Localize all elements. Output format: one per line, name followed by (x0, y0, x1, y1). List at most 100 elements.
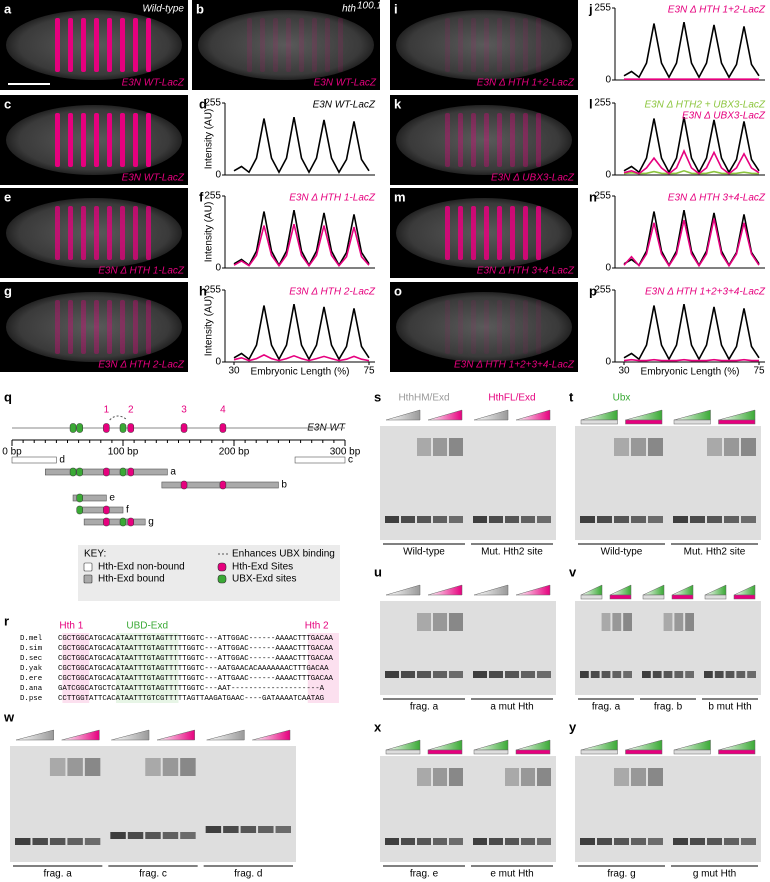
protein-header: HthFL/Exd (488, 393, 535, 404)
free-probe-band (223, 826, 239, 833)
panel-letter: m (394, 189, 406, 204)
species: D.mel (20, 635, 43, 643)
stripe (107, 300, 112, 354)
stripe (81, 206, 86, 260)
binding-site (219, 423, 227, 433)
series-label: E3N Δ HTH 1-LacZ (289, 193, 376, 204)
caption: E3N Δ UBX3-LacZ (491, 173, 575, 184)
stripe (458, 113, 463, 167)
species: D.pse (20, 695, 42, 703)
caption: E3N Δ HTH 3+4-LacZ (477, 266, 575, 277)
protein-bar (673, 419, 711, 425)
scale-label: 100 bp (108, 447, 139, 458)
stripe (445, 18, 450, 72)
protein-bar (642, 594, 665, 600)
series-label: E3N WT-LacZ (313, 100, 376, 111)
alignment-label: UBD-Exd (126, 621, 168, 632)
panel-letter: c (4, 96, 11, 111)
panel-letter: s (374, 389, 381, 404)
series-label: E3N Δ HTH 2-LacZ (289, 287, 376, 298)
shifted-band (49, 758, 66, 776)
free-probe-band (707, 516, 722, 523)
free-probe-band (707, 838, 722, 845)
free-probe-band (690, 516, 705, 523)
stripe (510, 206, 515, 260)
free-probe-band (449, 516, 463, 523)
genotype: hth (342, 4, 356, 15)
protein-bar (515, 749, 551, 755)
protein-bar (580, 419, 618, 425)
free-probe-band (417, 516, 431, 523)
scale-label: 200 bp (219, 447, 250, 458)
free-probe-band (673, 838, 688, 845)
binding-site (76, 493, 83, 503)
panel-letter: q (4, 389, 12, 404)
free-probe-band (642, 671, 651, 678)
shifted-band (180, 758, 196, 776)
free-probe-band (145, 832, 161, 839)
titration-wedge (473, 409, 509, 421)
site-number: 1 (104, 405, 110, 416)
free-probe-band (417, 671, 431, 678)
alignment-label: Hth 2 (305, 621, 329, 632)
y-tick-label: 0 (605, 75, 611, 86)
shifted-band (417, 613, 431, 631)
free-probe-band (612, 671, 622, 678)
species: D.ere (20, 675, 42, 683)
species: D.sim (20, 645, 43, 653)
gel-image (575, 756, 761, 862)
free-probe-band (648, 516, 663, 523)
protein-bar (673, 749, 711, 755)
panel-letter: f (199, 189, 204, 204)
y-tick-label: 255 (594, 191, 611, 202)
stripe (133, 18, 138, 72)
caption: E3N WT-LacZ (314, 78, 377, 89)
binding-site (127, 467, 135, 477)
free-probe-band (401, 671, 415, 678)
x-tick-label: 30 (618, 366, 630, 377)
stripe (523, 300, 528, 354)
binding-site (103, 517, 110, 527)
series-line (623, 303, 760, 361)
caption: E3N WT-LacZ (122, 173, 185, 184)
binding-site (103, 505, 110, 515)
free-probe-band (258, 826, 274, 833)
series-line (623, 21, 760, 79)
titration-wedge (609, 584, 632, 596)
stripe (484, 113, 489, 167)
protein-bar (625, 749, 663, 755)
protein-bar (609, 594, 632, 600)
alignment-label: Hth 1 (59, 621, 83, 632)
shifted-band (433, 438, 447, 456)
key-item: UBX-Exd sites (232, 574, 296, 585)
free-probe-band (741, 516, 756, 523)
gel-image (575, 601, 761, 695)
shifted-band (537, 768, 551, 786)
y-axis-label: Intensity (AU) (204, 202, 215, 263)
stripe (120, 206, 125, 260)
protein-bar (718, 419, 756, 425)
fragment-label: c (348, 455, 353, 466)
free-probe-band (690, 838, 705, 845)
site-number: 2 (128, 405, 134, 416)
ubx-highlight (115, 633, 179, 703)
embryo (396, 10, 572, 80)
shifted-band (648, 438, 663, 456)
shifted-band (84, 758, 101, 776)
free-probe-band (385, 516, 399, 523)
binding-site (103, 467, 110, 477)
stripe (484, 18, 489, 72)
titration-wedge (385, 409, 421, 421)
panel-letter: g (4, 283, 12, 298)
stripe (94, 113, 99, 167)
stripe (81, 18, 86, 72)
y-tick-label: 0 (215, 357, 221, 368)
fragment (72, 494, 107, 502)
binding-site (103, 423, 110, 433)
key-item: Hth-Exd Sites (232, 562, 293, 573)
scale-label: 0 bp (2, 447, 22, 458)
free-probe-band (580, 516, 595, 523)
shifted-band (648, 768, 663, 786)
free-probe-band (597, 516, 612, 523)
stripe (445, 113, 450, 167)
